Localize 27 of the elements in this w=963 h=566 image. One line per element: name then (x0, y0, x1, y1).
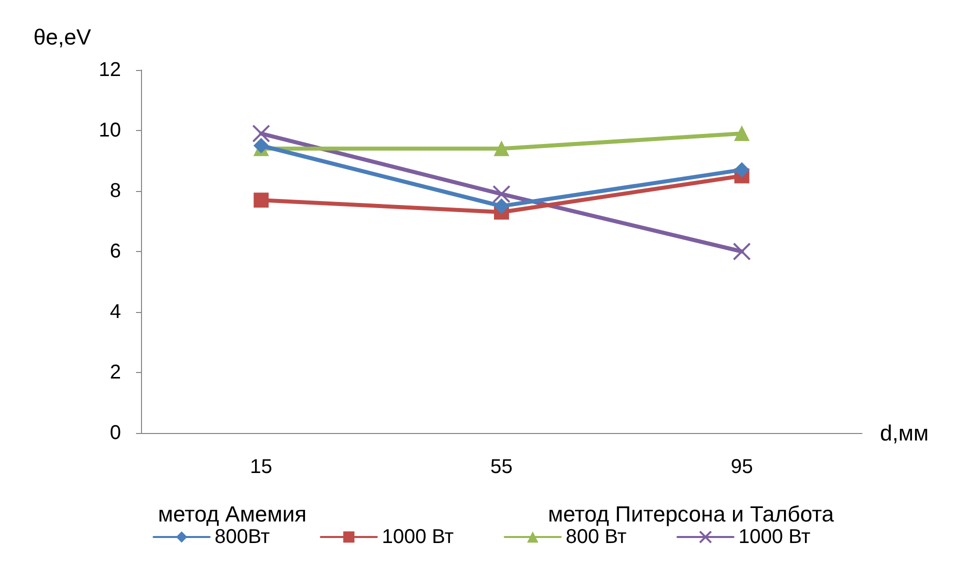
point (254, 138, 269, 154)
y-tick-label: 12 (98, 59, 121, 81)
point (254, 192, 269, 208)
point (732, 242, 751, 260)
point (492, 185, 510, 204)
x-tick-label: 15 (250, 456, 272, 478)
text: метод Амемия (158, 502, 307, 526)
legend-label: 800 Вт (566, 526, 626, 548)
y-tick-label: 6 (110, 240, 121, 262)
x-tick-label: 95 (730, 456, 753, 478)
point (734, 162, 750, 178)
y-tick-label: 8 (110, 180, 121, 202)
point (494, 198, 509, 214)
x-axis-title: d,мм (880, 420, 929, 446)
text: метод Питерсона и Талбота (548, 502, 835, 526)
legend-label: 1000 Вт (382, 526, 454, 548)
legend-label: 1000 Вт (738, 526, 810, 548)
point (494, 141, 509, 156)
y-tick-label: 10 (98, 120, 121, 142)
y-tick-label: 0 (110, 422, 121, 444)
y-tick-label: 2 (110, 362, 121, 384)
point (734, 126, 750, 142)
x-tick-label: 55 (490, 456, 513, 478)
y-axis-title: θe,eV (34, 24, 92, 50)
y-tick-label: 4 (110, 301, 121, 323)
legend-label: 800Вт (214, 526, 270, 548)
point (252, 124, 270, 143)
